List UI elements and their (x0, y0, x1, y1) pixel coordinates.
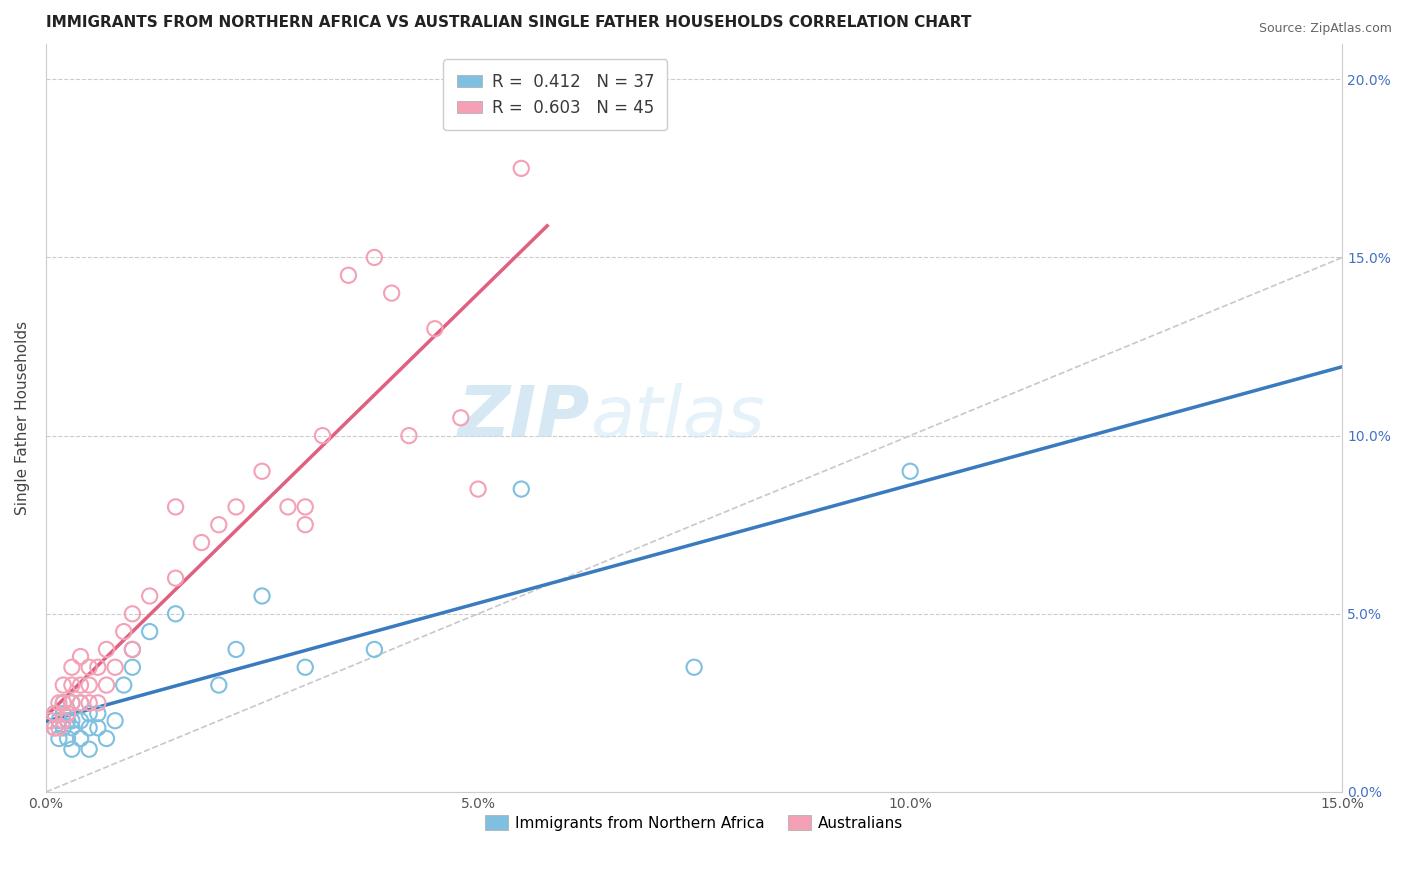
Point (39, 714, 62, 728)
Point (60, 660, 83, 674)
Point (381, 286, 404, 301)
Point (87, 721, 110, 735)
Point (294, 500, 316, 514)
Point (48, 696, 70, 710)
Point (467, 482, 489, 496)
Point (104, 714, 127, 728)
Point (60, 696, 83, 710)
Text: ZIP: ZIP (458, 384, 591, 452)
Point (96, 678, 118, 692)
Point (87, 660, 110, 674)
Point (363, 251, 385, 265)
Point (60, 721, 83, 735)
Point (56, 714, 79, 728)
Point (96, 731, 118, 746)
Point (311, 428, 333, 442)
Point (60, 742, 83, 756)
Point (121, 660, 143, 674)
Point (190, 535, 212, 549)
Point (121, 642, 143, 657)
Point (165, 571, 187, 585)
Point (294, 660, 316, 674)
Point (56, 706, 79, 721)
Point (52, 696, 75, 710)
Point (225, 642, 247, 657)
Point (77, 696, 100, 710)
Point (225, 500, 247, 514)
Text: IMMIGRANTS FROM NORTHERN AFRICA VS AUSTRALIAN SINGLE FATHER HOUSEHOLDS CORRELATI: IMMIGRANTS FROM NORTHERN AFRICA VS AUSTR… (46, 15, 972, 30)
Point (398, 428, 420, 442)
Point (77, 742, 100, 756)
Point (250, 589, 273, 603)
Point (60, 696, 83, 710)
Point (363, 642, 385, 657)
Point (44, 706, 66, 721)
Point (112, 678, 135, 692)
Point (138, 589, 160, 603)
Text: atlas: atlas (591, 384, 765, 452)
Y-axis label: Single Father Households: Single Father Households (15, 321, 30, 515)
Point (69, 696, 91, 710)
Text: Source: ZipAtlas.com: Source: ZipAtlas.com (1258, 22, 1392, 36)
Point (683, 660, 706, 674)
Point (208, 678, 231, 692)
Point (250, 464, 273, 478)
Point (450, 410, 472, 425)
Point (69, 714, 91, 728)
Point (69, 649, 91, 664)
Point (112, 624, 135, 639)
Point (138, 624, 160, 639)
Point (48, 721, 70, 735)
Point (87, 706, 110, 721)
Point (60, 678, 83, 692)
Point (77, 678, 100, 692)
Point (423, 322, 446, 336)
Point (44, 706, 66, 721)
Point (104, 660, 127, 674)
Point (77, 721, 100, 735)
Point (165, 500, 187, 514)
Point (294, 517, 316, 532)
Point (39, 714, 62, 728)
Point (69, 678, 91, 692)
Point (87, 696, 110, 710)
Point (52, 706, 75, 721)
Point (48, 731, 70, 746)
Point (510, 482, 533, 496)
Point (121, 642, 143, 657)
Point (898, 464, 921, 478)
Legend: Immigrants from Northern Africa, Australians: Immigrants from Northern Africa, Austral… (478, 808, 910, 837)
Point (277, 500, 299, 514)
Point (44, 721, 66, 735)
Point (208, 517, 231, 532)
Point (96, 642, 118, 657)
Point (52, 696, 75, 710)
Point (165, 607, 187, 621)
Point (60, 714, 83, 728)
Point (121, 607, 143, 621)
Point (44, 721, 66, 735)
Point (337, 268, 360, 283)
Point (48, 714, 70, 728)
Point (52, 721, 75, 735)
Point (52, 678, 75, 692)
Point (510, 161, 533, 176)
Point (56, 731, 79, 746)
Point (77, 660, 100, 674)
Point (69, 696, 91, 710)
Point (69, 731, 91, 746)
Point (77, 706, 100, 721)
Point (52, 714, 75, 728)
